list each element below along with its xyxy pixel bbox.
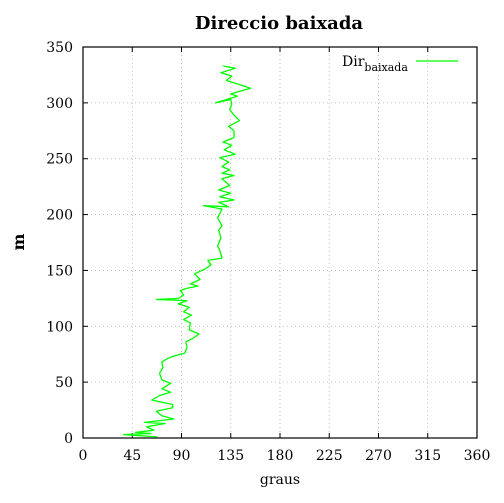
x-axis-label: graus bbox=[260, 472, 300, 488]
y-tick-label: 100 bbox=[46, 319, 73, 335]
chart-title: Direccio baixada bbox=[195, 13, 363, 34]
y-tick-label: 200 bbox=[46, 208, 73, 224]
legend: Dirbaixada bbox=[342, 54, 458, 74]
y-tick-label: 250 bbox=[46, 152, 73, 168]
grid-lines bbox=[83, 47, 477, 438]
x-tick-label: 180 bbox=[267, 448, 294, 464]
series-line-dir-baixada bbox=[122, 65, 252, 438]
legend-label-main: Dir bbox=[342, 54, 365, 70]
x-tick-label: 90 bbox=[173, 448, 191, 464]
y-axis-label: m bbox=[9, 233, 28, 250]
x-tick-label: 45 bbox=[123, 448, 141, 464]
x-tick-label: 225 bbox=[316, 448, 343, 464]
plot-frame bbox=[82, 46, 478, 439]
y-axis-ticks: 0 50 100 150 200 250 300 350 bbox=[46, 40, 477, 447]
x-tick-label: 315 bbox=[414, 448, 441, 464]
legend-label-subscript: baixada bbox=[364, 61, 408, 74]
x-axis-ticks: 0 45 90 135 180 225 270 315 360 bbox=[79, 47, 491, 464]
legend-label: Dirbaixada bbox=[342, 54, 408, 74]
x-tick-label: 0 bbox=[79, 448, 88, 464]
y-tick-label: 150 bbox=[46, 263, 73, 279]
x-tick-label: 270 bbox=[365, 448, 392, 464]
x-tick-label: 135 bbox=[217, 448, 244, 464]
y-tick-label: 300 bbox=[46, 96, 73, 112]
y-tick-label: 0 bbox=[64, 431, 73, 447]
y-tick-label: 350 bbox=[46, 40, 73, 56]
x-tick-label: 360 bbox=[464, 448, 491, 464]
y-tick-label: 50 bbox=[55, 375, 73, 391]
